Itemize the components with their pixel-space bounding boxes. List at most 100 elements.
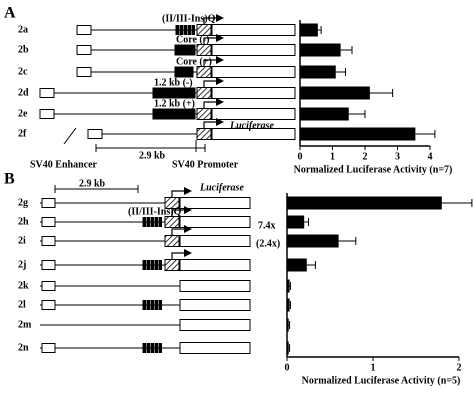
x-tick-label: 4 (428, 151, 433, 162)
promoter-box (196, 108, 212, 120)
bar (287, 341, 289, 355)
annotation: SV40 Promoter (172, 159, 239, 170)
repeat (142, 217, 146, 227)
promoter-box (196, 87, 212, 99)
row-label: 2f (18, 128, 27, 139)
x-tick-label: 1 (330, 151, 335, 162)
annotation: Luciferase (229, 120, 274, 131)
luciferase-box (211, 66, 296, 78)
panel-label: B (4, 171, 15, 188)
promoter-box (164, 235, 180, 247)
repeat (158, 217, 162, 227)
annotation: Core (+) (176, 56, 212, 67)
x-axis-label: Normalized Luciferase Activity (n=5) (302, 375, 461, 386)
row-label: 2m (18, 319, 32, 330)
promoter-box (196, 128, 212, 140)
enhancer-box (41, 217, 56, 227)
repeat (146, 343, 150, 353)
promoter-arrow (203, 17, 218, 25)
repeat (158, 300, 162, 310)
arrow-head (216, 14, 224, 22)
enhancer-box (76, 25, 92, 35)
promoter-box (196, 66, 212, 78)
repeat (150, 217, 154, 227)
arrow-head (184, 249, 192, 257)
repeat (146, 300, 150, 310)
bar (300, 127, 416, 141)
enhancer-box (76, 45, 92, 55)
repeat (183, 25, 187, 35)
promoter-box (164, 259, 180, 271)
row-label: 2a (18, 24, 28, 35)
enhancer-box (76, 67, 92, 77)
x-tick-label: 1 (371, 362, 376, 373)
annotation: 1.2 kb (-) (154, 77, 193, 88)
enhancer-box (41, 343, 56, 353)
promoter-arrow (203, 101, 218, 109)
row-label: 2h (18, 216, 29, 227)
enhancer-box (41, 300, 56, 310)
bar (287, 234, 339, 248)
arrow-head (184, 187, 192, 195)
x-tick-label: 2 (457, 362, 462, 373)
row-label: 2c (18, 66, 28, 77)
repeat (158, 260, 162, 270)
repeat (146, 260, 150, 270)
row-label: 2g (18, 197, 28, 208)
row-label: 2b (18, 44, 29, 55)
luciferase-box (211, 108, 296, 120)
promoter-arrow (171, 209, 186, 217)
arrow-head (184, 225, 192, 233)
x-axis-label: Normalized Luciferase Activity (n=7) (294, 164, 453, 175)
promoter-box (196, 44, 212, 56)
panel-label: A (4, 5, 16, 22)
repeat (154, 343, 158, 353)
luciferase-box (211, 128, 296, 140)
annotation: (2.4x) (256, 238, 280, 249)
enhancer-box (41, 236, 56, 246)
repeat (191, 25, 195, 35)
promoter-arrow (171, 252, 186, 260)
repeat (154, 217, 158, 227)
arrow-head (216, 98, 224, 106)
repeat (150, 300, 154, 310)
bar (300, 86, 370, 100)
annotation: Core (-) (176, 34, 209, 45)
bar (300, 107, 349, 121)
bar (287, 298, 290, 312)
row-label: 2n (18, 342, 29, 353)
annotation: Luciferase (199, 182, 244, 193)
luciferase-box (211, 24, 296, 36)
bar (287, 318, 289, 332)
arrow-head (216, 56, 224, 64)
annotation: 2.9 kb (139, 150, 166, 161)
x-tick-label: 0 (298, 151, 303, 162)
row-label: 2e (18, 108, 28, 119)
luciferase-box (211, 44, 296, 56)
bar (287, 258, 307, 272)
repeat (142, 343, 146, 353)
core-box (174, 66, 194, 78)
repeat (150, 260, 154, 270)
x-tick-label: 3 (395, 151, 400, 162)
repeat (150, 343, 154, 353)
repeat (146, 217, 150, 227)
promoter-arrow (171, 228, 186, 236)
enhancer-box (39, 109, 55, 119)
bar (287, 279, 290, 293)
pointer (63, 127, 77, 145)
arrow-head (216, 34, 224, 42)
luciferase-box (179, 299, 251, 311)
enhancer-box (39, 88, 55, 98)
luciferase-box (179, 197, 251, 209)
arrow-head (216, 118, 224, 126)
repeat (154, 260, 158, 270)
promoter-arrow (203, 59, 218, 67)
annotation: SV40 Enhancer (30, 159, 98, 170)
repeat (142, 260, 146, 270)
repeat (187, 25, 191, 35)
repeat (142, 300, 146, 310)
promoter-box (164, 216, 180, 228)
annotation: 2.9 kb (79, 178, 106, 189)
